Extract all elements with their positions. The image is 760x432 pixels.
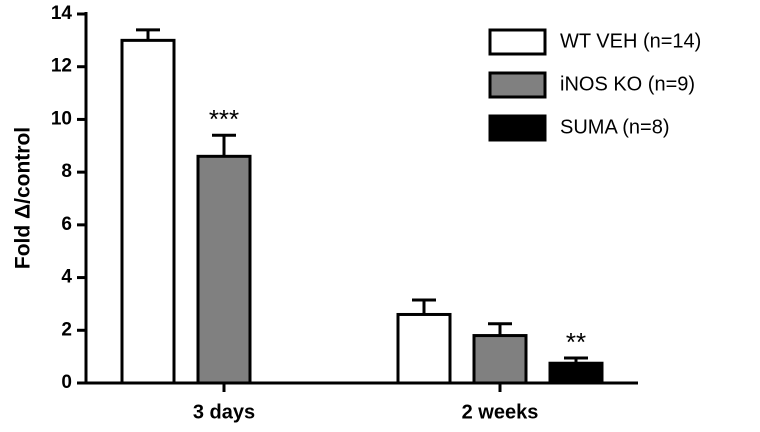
- y-axis-label: Fold Δ/control: [12, 127, 35, 269]
- legend-label: SUMA (n=8): [560, 116, 669, 138]
- bar: [196, 154, 252, 385]
- error-bar: [212, 133, 236, 157]
- bar: [472, 334, 528, 385]
- error-bar: [488, 322, 512, 336]
- x-tick-label: 2 weeks: [462, 401, 539, 423]
- y-tick-label: 2: [61, 319, 72, 340]
- legend-label: iNOS KO (n=9): [560, 73, 695, 95]
- bar: [548, 361, 604, 385]
- legend-label: WT VEH (n=14): [560, 30, 701, 52]
- annotation: ***: [209, 104, 239, 134]
- y-tick-label: 12: [51, 56, 72, 77]
- y-tick-label: 6: [61, 214, 72, 235]
- y-tick-label: 8: [61, 161, 72, 182]
- x-tick-label: 3 days: [193, 401, 255, 423]
- y-tick-label: 10: [51, 108, 72, 129]
- legend-swatch: [488, 28, 547, 56]
- bar: [396, 312, 452, 385]
- y-tick-label: 4: [61, 267, 72, 288]
- error-bar: [412, 298, 436, 315]
- annotation: **: [566, 327, 586, 357]
- legend-swatch: [488, 71, 547, 99]
- bar: [120, 38, 176, 385]
- y-tick-label: 14: [51, 3, 73, 24]
- error-bar: [136, 28, 160, 41]
- y-tick-label: 0: [61, 372, 72, 393]
- legend-swatch: [488, 114, 547, 142]
